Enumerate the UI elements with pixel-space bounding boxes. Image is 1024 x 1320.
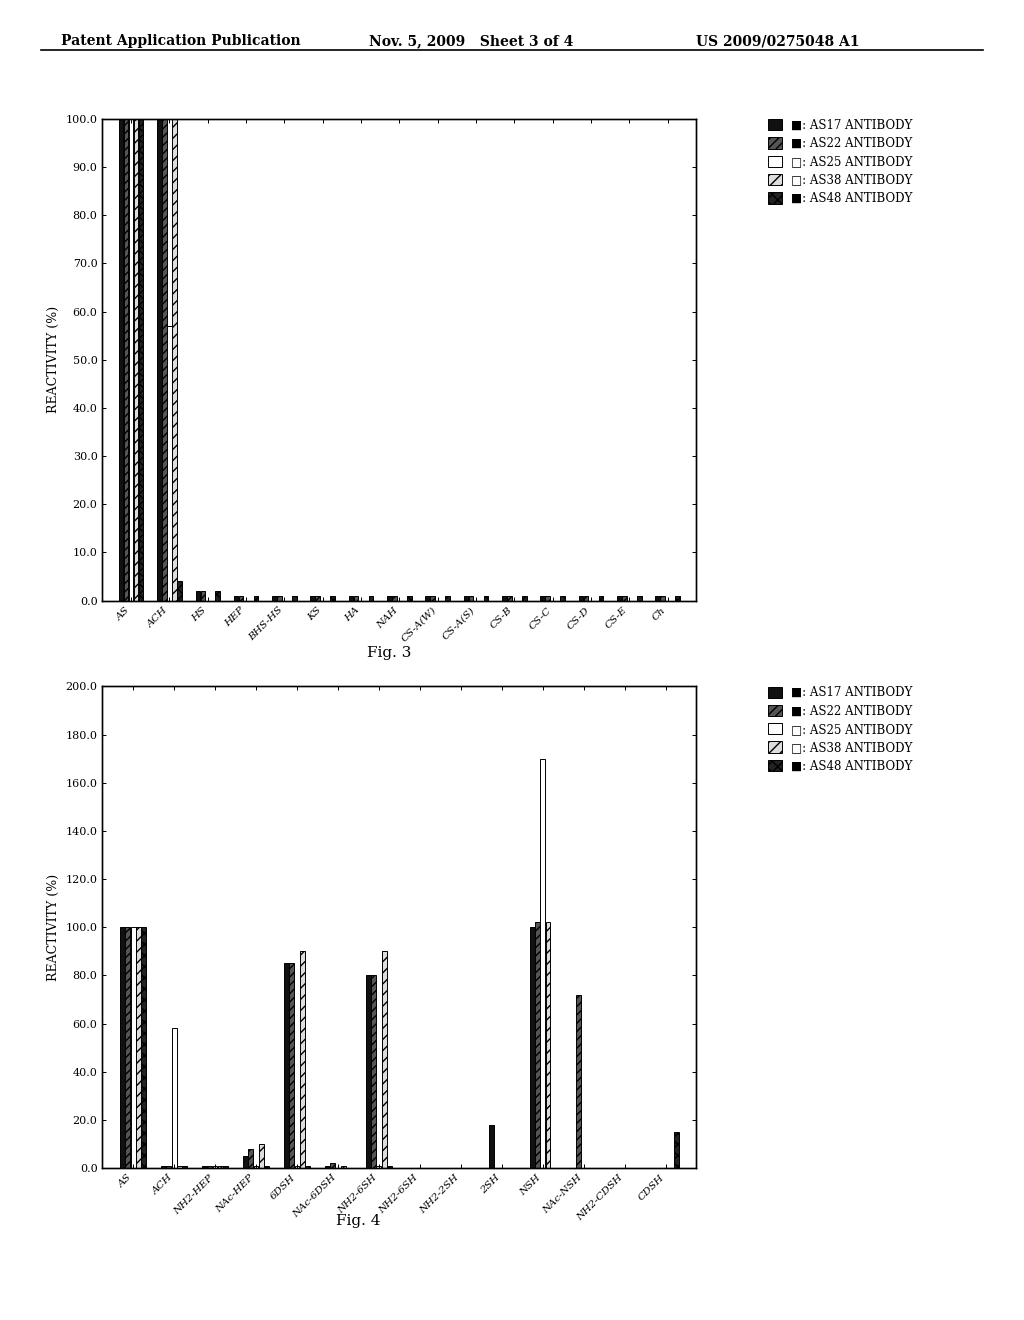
Bar — [248, 1148, 253, 1168]
Bar — [617, 595, 622, 601]
Bar — [120, 927, 125, 1168]
Bar — [223, 1166, 228, 1168]
Bar — [124, 119, 128, 601]
Bar — [259, 1144, 264, 1168]
Bar — [392, 595, 396, 601]
Bar — [599, 595, 603, 601]
Bar — [284, 964, 289, 1168]
Bar — [218, 1166, 223, 1168]
Bar — [243, 1156, 248, 1168]
Bar — [134, 119, 138, 601]
Text: US 2009/0275048 A1: US 2009/0275048 A1 — [696, 34, 860, 49]
Bar — [162, 119, 167, 601]
Bar — [377, 1166, 381, 1168]
Bar — [430, 595, 435, 601]
Text: Nov. 5, 2009   Sheet 3 of 4: Nov. 5, 2009 Sheet 3 of 4 — [369, 34, 573, 49]
Bar — [305, 1166, 310, 1168]
Bar — [264, 1166, 269, 1168]
Bar — [330, 1163, 335, 1168]
Bar — [172, 1028, 176, 1168]
Bar — [131, 927, 135, 1168]
Bar — [579, 595, 584, 601]
Bar — [254, 595, 258, 601]
Bar — [349, 595, 353, 601]
Bar — [366, 975, 371, 1168]
Bar — [196, 591, 200, 601]
Bar — [139, 119, 143, 601]
Bar — [353, 595, 358, 601]
Bar — [529, 927, 535, 1168]
Bar — [655, 595, 659, 601]
Bar — [233, 595, 239, 601]
Bar — [129, 119, 133, 601]
Y-axis label: REACTIVITY (%): REACTIVITY (%) — [47, 874, 60, 981]
Bar — [213, 1166, 217, 1168]
Bar — [239, 595, 244, 601]
Bar — [278, 595, 282, 601]
Bar — [622, 595, 627, 601]
Bar — [119, 119, 124, 601]
Text: Patent Application Publication: Patent Application Publication — [61, 34, 301, 49]
Bar — [182, 1166, 187, 1168]
Bar — [535, 923, 540, 1168]
Bar — [637, 595, 641, 601]
Bar — [522, 595, 526, 601]
Bar — [369, 595, 374, 601]
Text: Fig. 4: Fig. 4 — [336, 1214, 381, 1228]
Bar — [141, 927, 146, 1168]
Bar — [215, 591, 220, 601]
Bar — [172, 119, 177, 601]
Bar — [166, 1166, 171, 1168]
Bar — [445, 595, 450, 601]
Bar — [469, 595, 473, 601]
Bar — [125, 927, 130, 1168]
Bar — [310, 595, 315, 601]
Bar — [341, 1166, 346, 1168]
Bar — [483, 595, 488, 601]
Bar — [488, 1125, 494, 1168]
Bar — [158, 119, 162, 601]
Bar — [272, 595, 276, 601]
Bar — [254, 1166, 258, 1168]
Bar — [292, 595, 297, 601]
Bar — [177, 581, 181, 601]
Bar — [502, 595, 507, 601]
Bar — [541, 759, 545, 1168]
Bar — [507, 595, 512, 601]
Bar — [201, 591, 205, 601]
Bar — [202, 1166, 207, 1168]
Bar — [177, 1166, 182, 1168]
Bar — [560, 595, 565, 601]
Bar — [295, 1166, 299, 1168]
Legend: ■: AS17 ANTIBODY, ■: AS22 ANTIBODY, □: AS25 ANTIBODY, □: AS38 ANTIBODY, ■: AS48 : ■: AS17 ANTIBODY, ■: AS22 ANTIBODY, □: A… — [764, 682, 916, 776]
Bar — [675, 595, 680, 601]
Bar — [325, 1166, 330, 1168]
Bar — [387, 595, 392, 601]
Bar — [331, 595, 335, 601]
Bar — [387, 1166, 392, 1168]
Legend: ■: AS17 ANTIBODY, ■: AS22 ANTIBODY, □: AS25 ANTIBODY, □: AS38 ANTIBODY, ■: AS48 : ■: AS17 ANTIBODY, ■: AS22 ANTIBODY, □: A… — [764, 115, 916, 209]
Bar — [167, 326, 172, 601]
Bar — [584, 595, 588, 601]
Bar — [464, 595, 468, 601]
Bar — [541, 595, 545, 601]
Bar — [315, 595, 321, 601]
Bar — [425, 595, 430, 601]
Bar — [289, 964, 294, 1168]
Bar — [161, 1166, 166, 1168]
Bar — [371, 975, 376, 1168]
Bar — [546, 595, 550, 601]
Bar — [407, 595, 412, 601]
Bar — [546, 923, 551, 1168]
Bar — [660, 595, 665, 601]
Bar — [674, 1133, 679, 1168]
Bar — [300, 952, 305, 1168]
Bar — [575, 995, 581, 1168]
Y-axis label: REACTIVITY (%): REACTIVITY (%) — [47, 306, 60, 413]
Bar — [136, 927, 141, 1168]
Bar — [382, 952, 387, 1168]
Bar — [207, 1166, 212, 1168]
Text: Fig. 3: Fig. 3 — [367, 647, 412, 660]
